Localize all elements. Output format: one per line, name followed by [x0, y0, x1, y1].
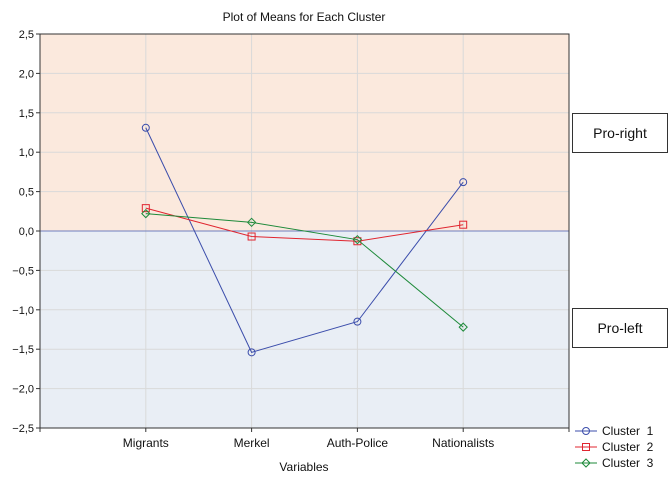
- y-tick-label: 0,0: [19, 226, 34, 238]
- y-tick-label: −1,5: [12, 344, 34, 356]
- legend-label-cluster-2: Cluster 2: [602, 440, 654, 454]
- y-axis: 2,5 2,0 1,5 1,0 0,5 0,0 −0,5 −1,0 −1,5 −2,0 −2,5: [12, 29, 40, 435]
- x-tick-label: Merkel: [234, 436, 270, 450]
- region-positive: [40, 34, 569, 231]
- chart-title: Plot of Means for Each Cluster: [223, 10, 386, 24]
- legend-label-cluster-1: Cluster 1: [602, 424, 654, 438]
- y-tick-label: 2,0: [19, 68, 34, 80]
- legend-label-cluster-3: Cluster 3: [602, 456, 654, 470]
- series-line-cluster-3: [145, 213, 464, 328]
- y-tick-label: 0,5: [19, 187, 34, 199]
- legend-marker-cluster-1: [582, 427, 590, 435]
- legend: Cluster 1 Cluster 2 Cluster 3: [575, 424, 654, 470]
- legend-marker-cluster-2: [582, 443, 590, 451]
- series-layer: [141, 123, 468, 357]
- data-point-cluster-1: [141, 123, 150, 132]
- y-tick-label: −0,5: [12, 265, 34, 277]
- y-tick-label: 1,5: [19, 108, 34, 120]
- x-axis-title: Variables: [279, 460, 328, 474]
- y-tick-label: −1,0: [12, 305, 34, 317]
- x-tick-label: Migrants: [123, 436, 169, 450]
- y-tick-label: 1,0: [19, 147, 34, 159]
- data-point-cluster-2: [141, 204, 150, 213]
- data-point-cluster-2: [353, 237, 362, 246]
- legend-marker-cluster-3: [581, 458, 591, 468]
- series-line-cluster-2: [145, 207, 464, 242]
- data-point-cluster-1: [353, 317, 362, 326]
- data-point-cluster-3: [352, 234, 363, 245]
- data-point-cluster-1: [247, 348, 256, 357]
- pro-left-label: Pro-left: [572, 308, 668, 348]
- pro-right-label: Pro-right: [572, 113, 668, 153]
- data-point-cluster-2: [459, 220, 468, 229]
- x-tick-label: Nationalists: [432, 436, 494, 450]
- y-tick-label: −2,5: [12, 423, 34, 435]
- y-tick-label: −2,0: [12, 384, 34, 396]
- data-point-cluster-1: [459, 178, 468, 187]
- x-axis: Migrants Merkel Auth-Police Nationalists: [39, 428, 570, 450]
- data-point-cluster-2: [247, 232, 256, 241]
- series-line-cluster-1: [145, 127, 464, 353]
- data-point-cluster-3: [141, 208, 151, 219]
- x-tick-label: Auth-Police: [327, 436, 389, 450]
- region-negative: [40, 231, 569, 428]
- y-tick-label: 2,5: [19, 29, 34, 41]
- data-point-cluster-3: [246, 217, 257, 228]
- data-point-cluster-3: [458, 322, 468, 332]
